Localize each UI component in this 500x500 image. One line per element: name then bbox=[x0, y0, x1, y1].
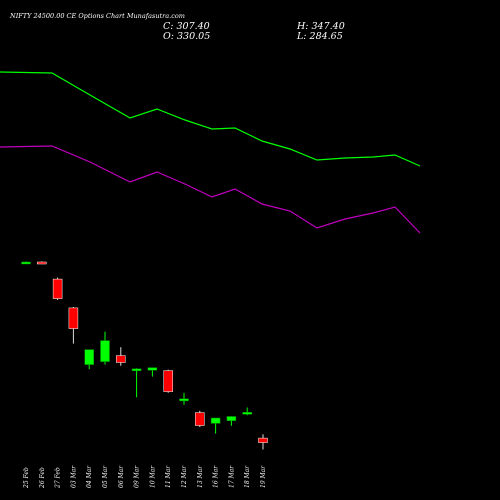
candle-body bbox=[226, 416, 237, 421]
x-tick-label: 27 Feb bbox=[55, 467, 62, 489]
candle-body bbox=[84, 349, 94, 365]
candle-body bbox=[37, 261, 47, 265]
x-tick-label: 25 Feb bbox=[23, 467, 30, 489]
indicator-line-2 bbox=[0, 145, 421, 234]
candle-body bbox=[163, 370, 173, 392]
low-price-label: L: 284.65 bbox=[297, 31, 343, 42]
x-tick-label: 19 Mar bbox=[260, 465, 267, 488]
high-price-label: H: 347.40 bbox=[297, 21, 345, 32]
x-tick-label: 26 Feb bbox=[39, 467, 46, 489]
x-tick-label: 09 Mar bbox=[134, 465, 141, 488]
candle-body bbox=[179, 398, 189, 402]
x-tick-label: 10 Mar bbox=[149, 465, 156, 488]
indicator-line-1 bbox=[0, 71, 421, 167]
x-tick-label: 11 Mar bbox=[165, 465, 172, 488]
x-tick-label: 18 Mar bbox=[244, 465, 251, 488]
candle-body bbox=[210, 417, 221, 424]
candle-body bbox=[116, 355, 126, 363]
x-tick-label: 06 Mar bbox=[118, 465, 125, 488]
x-tick-label: 17 Mar bbox=[228, 465, 235, 488]
close-price-label: C: 307.40 bbox=[163, 21, 210, 32]
candle-body bbox=[52, 278, 63, 299]
x-tick-label: 13 Mar bbox=[197, 465, 204, 488]
candle-body bbox=[258, 437, 268, 443]
x-tick-label: 05 Mar bbox=[102, 465, 109, 488]
candle-body bbox=[21, 261, 31, 265]
x-tick-label: 04 Mar bbox=[86, 465, 93, 488]
open-price-label: O: 330.05 bbox=[163, 31, 211, 42]
x-tick-label: 03 Mar bbox=[70, 465, 77, 488]
candle-body bbox=[131, 368, 142, 372]
candle-body bbox=[100, 340, 110, 362]
candle-body bbox=[147, 367, 158, 371]
candle-body bbox=[242, 412, 252, 415]
candle-body bbox=[68, 307, 79, 329]
chart-title: NIFTY 24500.00 CE Options Chart Munafasu… bbox=[10, 12, 185, 20]
x-tick-label: 12 Mar bbox=[181, 465, 188, 488]
x-tick-label: 16 Mar bbox=[213, 465, 220, 488]
candle-body bbox=[195, 412, 205, 426]
